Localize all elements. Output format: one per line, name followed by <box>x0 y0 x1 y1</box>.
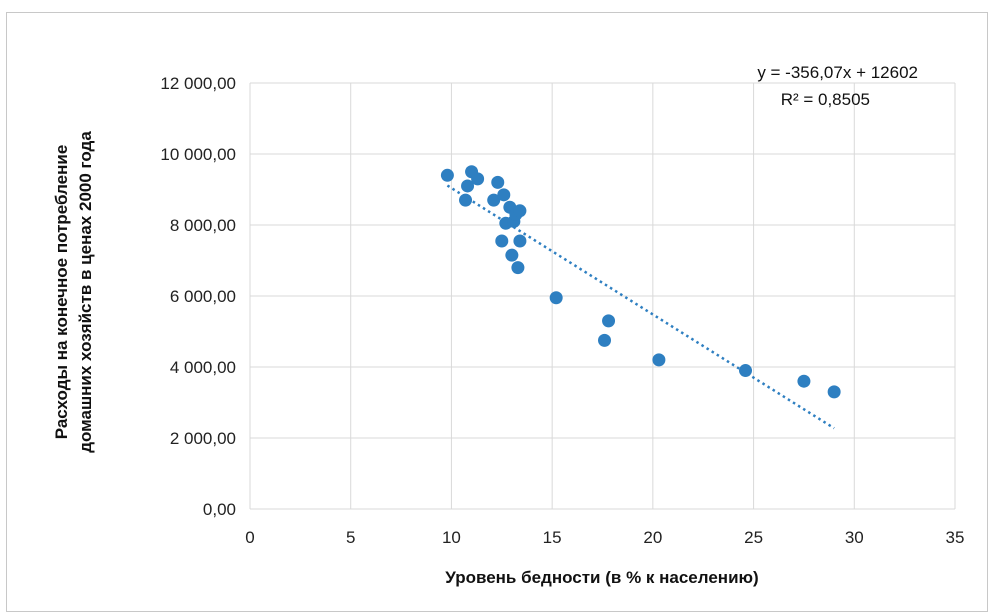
y-tick-label: 4 000,00 <box>170 358 236 377</box>
y-tick-labels: 0,00 2 000,00 4 000,00 6 000,00 8 000,00 10 0… <box>160 74 236 519</box>
data-points <box>440 165 841 399</box>
y-axis-title: Расходы на конечное потребление домашних… <box>52 131 95 453</box>
data-point <box>440 168 454 182</box>
data-point <box>491 175 505 189</box>
data-point <box>461 179 475 193</box>
data-point <box>459 193 473 207</box>
y-tick-label: 6 000,00 <box>170 287 236 306</box>
y-tick-label: 2 000,00 <box>170 429 236 448</box>
data-point <box>511 261 525 275</box>
data-point <box>602 314 616 328</box>
x-tick-label: 35 <box>946 528 965 547</box>
y-tick-label: 12 000,00 <box>160 74 236 93</box>
trendline <box>446 184 835 430</box>
x-tick-label: 15 <box>543 528 562 547</box>
data-point <box>827 385 841 399</box>
data-point <box>739 364 753 378</box>
y-axis-title-line-2: домашних хозяйств в ценах 2000 года <box>76 131 95 453</box>
x-tick-label: 5 <box>346 528 355 547</box>
chart-frame <box>6 12 988 612</box>
x-tick-labels: 0 5 10 15 20 25 30 35 <box>245 528 964 547</box>
data-point <box>513 204 527 218</box>
trendline-group <box>446 184 835 430</box>
x-tick-label: 0 <box>245 528 254 547</box>
data-point <box>797 374 811 388</box>
x-tick-label: 30 <box>845 528 864 547</box>
y-tick-label: 0,00 <box>203 500 236 519</box>
data-point <box>652 353 666 367</box>
x-tick-label: 10 <box>442 528 461 547</box>
x-tick-label: 25 <box>744 528 763 547</box>
data-point <box>487 193 501 207</box>
data-point <box>471 172 485 186</box>
grid-lines <box>249 82 956 510</box>
data-point <box>598 333 612 347</box>
data-point <box>505 248 519 262</box>
y-tick-label: 8 000,00 <box>170 216 236 235</box>
trendline-equation: y = -356,07x + 12602 <box>757 63 918 82</box>
data-point <box>549 291 563 305</box>
y-axis-title-line-1: Расходы на конечное потребление <box>52 145 71 440</box>
data-point <box>513 234 527 248</box>
x-axis-title: Уровень бедности (в % к населению) <box>445 568 758 587</box>
y-tick-label: 10 000,00 <box>160 145 236 164</box>
data-point <box>497 188 511 202</box>
data-point <box>495 234 509 248</box>
x-tick-label: 20 <box>643 528 662 547</box>
r-squared-label: R² = 0,8505 <box>781 90 870 109</box>
